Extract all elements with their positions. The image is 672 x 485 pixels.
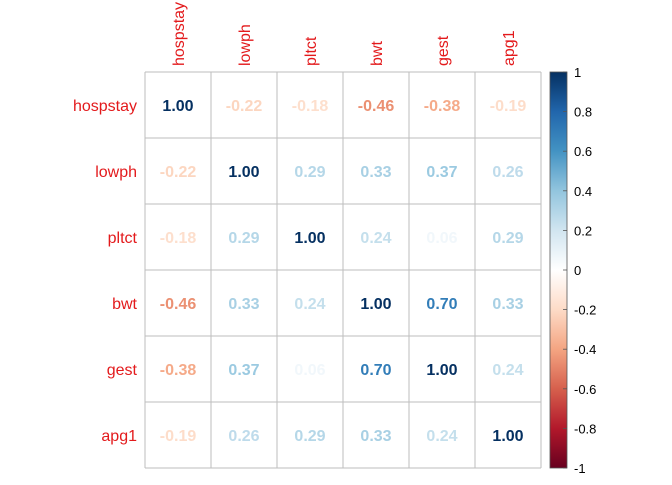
column-label: apg1: [501, 30, 518, 66]
colorbar-tick-label: -0.4: [574, 342, 596, 357]
column-label: lowph: [237, 24, 254, 66]
cell-value: 0.33: [360, 164, 391, 181]
cell-value: -0.19: [160, 428, 197, 445]
cell-value: -0.38: [424, 98, 461, 115]
cell-value: 0.29: [228, 230, 259, 247]
cell-value: 0.33: [228, 296, 259, 313]
cell-value: 0.24: [294, 296, 325, 313]
correlation-grid: [144, 71, 542, 469]
colorbar-tick-label: 0.6: [574, 144, 592, 159]
row-label: apg1: [101, 428, 137, 445]
cell-value: 0.33: [360, 428, 391, 445]
column-labels: hospstay lowph pltct bwt gest apg1: [171, 2, 518, 66]
cell-value: 1.00: [294, 230, 325, 247]
row-labels: hospstay lowph pltct bwt gest apg1: [73, 98, 138, 445]
cell-value: 0.29: [294, 428, 325, 445]
cell-value: -0.46: [160, 296, 197, 313]
cell-value: -0.22: [226, 98, 263, 115]
cell-value: 0.26: [228, 428, 259, 445]
cell-value: 1.00: [492, 428, 523, 445]
cell-value: -0.19: [490, 98, 527, 115]
row-label: hospstay: [73, 98, 137, 115]
colorbar-tick-label: -0.6: [574, 382, 596, 397]
cell-value: 1.00: [360, 296, 391, 313]
cell-value: -0.18: [160, 230, 197, 247]
colorbar-tick-label: 1: [574, 65, 581, 80]
column-label: pltct: [303, 36, 320, 66]
cell-value: -0.18: [292, 98, 329, 115]
cell-value: 0.70: [360, 362, 391, 379]
colorbar-tick-label: 0.4: [574, 184, 592, 199]
cell-value: 0.24: [360, 230, 391, 247]
colorbar-tick-label: -0.2: [574, 303, 596, 318]
cell-value: 0.26: [492, 164, 523, 181]
cell-value: 0.33: [492, 296, 523, 313]
row-label: gest: [107, 362, 138, 379]
colorbar: 1 0.8 0.6 0.4 0.2 0 -0.2 -0.4 -0.6 -0.8 -1: [549, 65, 596, 476]
cell-value: -0.22: [160, 164, 197, 181]
cell-value: 1.00: [426, 362, 457, 379]
column-label: bwt: [369, 41, 386, 66]
cell-values: 1.00 -0.22 -0.18 -0.46 -0.38 -0.19 -0.22 1.00 0.…: [160, 98, 527, 445]
cell-value: 0.70: [426, 296, 457, 313]
colorbar-tick-label: 0.2: [574, 223, 592, 238]
cell-value: 0.29: [492, 230, 523, 247]
column-label: gest: [435, 35, 452, 66]
row-label: lowph: [95, 164, 137, 181]
cell-value: 1.00: [162, 98, 193, 115]
cell-value: 1.00: [228, 164, 259, 181]
cell-value: -0.38: [160, 362, 197, 379]
cell-value: 0.37: [426, 164, 457, 181]
colorbar-tick-label: -1: [574, 461, 586, 476]
colorbar-tick-label: 0.8: [574, 105, 592, 120]
colorbar-tick-label: -0.8: [574, 421, 596, 436]
row-label: pltct: [108, 230, 138, 247]
cell-value: 0.06: [426, 230, 457, 247]
row-label: bwt: [112, 296, 137, 313]
cell-value: 0.29: [294, 164, 325, 181]
column-label: hospstay: [171, 2, 188, 66]
cell-value: -0.46: [358, 98, 395, 115]
cell-value: 0.24: [426, 428, 457, 445]
cell-value: 0.24: [492, 362, 523, 379]
cell-value: 0.37: [228, 362, 259, 379]
colorbar-tick-label: 0: [574, 263, 581, 278]
cell-value: 0.06: [294, 362, 325, 379]
